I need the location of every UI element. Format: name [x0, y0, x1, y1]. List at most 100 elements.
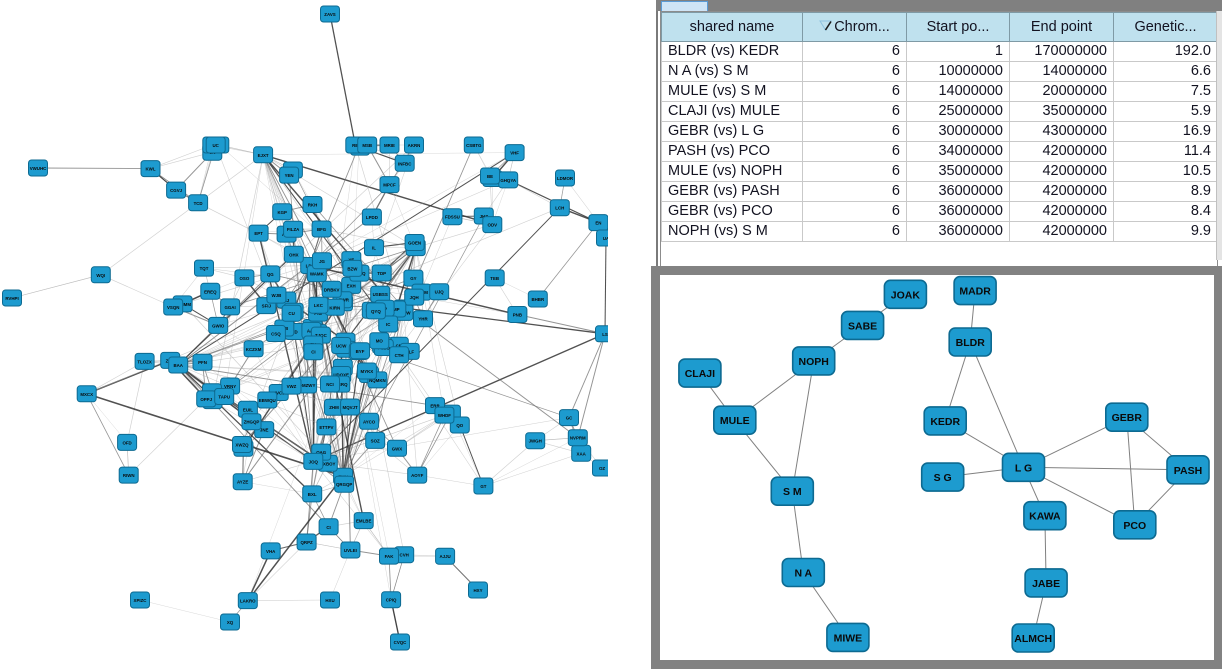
svg-text:BHBR: BHBR [531, 297, 545, 302]
svg-text:CLAJI: CLAJI [685, 368, 715, 380]
svg-text:S G: S G [934, 472, 952, 484]
svg-text:LPDD: LPDD [366, 215, 378, 220]
svg-text:MXCX: MXCX [80, 392, 93, 397]
svg-text:WHDF: WHDF [438, 413, 451, 418]
svg-text:MPCF: MPCF [383, 183, 396, 188]
svg-text:WQI: WQI [96, 273, 105, 278]
svg-text:XQ: XQ [227, 620, 234, 625]
svg-text:TEB: TEB [490, 276, 499, 281]
svg-text:TQT: TQT [200, 266, 209, 271]
svg-text:OZ: OZ [599, 466, 605, 471]
svg-text:RVHPI: RVHPI [5, 296, 18, 301]
svg-text:EN: EN [595, 221, 601, 226]
svg-text:JABE: JABE [1032, 578, 1060, 590]
svg-text:UVLEI: UVLEI [344, 548, 357, 553]
svg-text:VSQN: VSQN [167, 305, 179, 310]
svg-text:WAMK: WAMK [310, 272, 325, 277]
svg-text:VWUHC: VWUHC [30, 166, 47, 171]
svg-text:GT: GT [480, 484, 486, 489]
svg-text:CPIQ: CPIQ [386, 598, 397, 603]
svg-text:XAA: XAA [577, 451, 587, 456]
svg-text:MIWE: MIWE [834, 632, 863, 644]
svg-text:L G: L G [1015, 462, 1032, 474]
svg-text:GY: GY [410, 276, 416, 281]
svg-text:AOYF: AOYF [411, 473, 424, 478]
svg-text:ZAVS: ZAVS [324, 12, 335, 17]
svg-text:VWZ: VWZ [287, 384, 297, 389]
svg-text:NVPRM: NVPRM [570, 436, 586, 441]
svg-text:MSB: MSB [362, 143, 372, 148]
svg-text:CSQ: CSQ [271, 332, 281, 337]
svg-text:ZHM: ZHM [329, 405, 339, 410]
svg-text:GOEN: GOEN [408, 241, 421, 246]
svg-text:CSBTG: CSBTG [466, 143, 482, 148]
svg-text:VHA: VHA [266, 549, 276, 554]
svg-text:CI: CI [326, 525, 330, 530]
svg-text:SABE: SABE [848, 320, 877, 332]
svg-text:NOPH: NOPH [799, 356, 829, 368]
svg-text:USBSS: USBSS [373, 292, 388, 297]
svg-text:UJQ: UJQ [435, 290, 445, 295]
svg-text:JOAK: JOAK [891, 289, 921, 301]
svg-text:QG: QG [267, 272, 274, 277]
svg-text:KEDR: KEDR [930, 416, 960, 428]
svg-text:MADR: MADR [959, 286, 991, 298]
svg-text:KWL: KWL [146, 167, 156, 172]
svg-text:CTH: CTH [395, 353, 404, 358]
svg-text:LAKRO: LAKRO [240, 599, 256, 604]
svg-text:BFG: BFG [317, 227, 327, 232]
svg-text:KGP: KGP [277, 210, 287, 215]
svg-text:LCH: LCH [555, 206, 564, 211]
svg-text:ZHGQP: ZHGQP [244, 420, 260, 425]
svg-text:GHQYA: GHQYA [500, 178, 517, 183]
svg-text:EPT: EPT [254, 231, 263, 236]
svg-text:HXU: HXU [325, 598, 334, 603]
svg-text:FILZA: FILZA [287, 227, 300, 232]
svg-text:UC: UC [213, 143, 220, 148]
svg-text:UCW: UCW [336, 344, 347, 349]
svg-text:XWZQ: XWZQ [235, 443, 249, 448]
svg-text:EXH: EXH [347, 283, 356, 288]
svg-text:KCZXM: KCZXM [246, 347, 262, 352]
svg-text:RKH: RKH [308, 203, 318, 208]
svg-text:ETTPV: ETTPV [319, 425, 333, 430]
svg-text:RIWN: RIWN [123, 473, 135, 478]
svg-text:AJJU: AJJU [439, 554, 450, 559]
svg-text:CVQC: CVQC [394, 640, 408, 645]
svg-text:VHF: VHF [510, 151, 519, 156]
svg-text:TLOZX: TLOZX [137, 359, 151, 364]
svg-text:YHR: YHR [418, 317, 428, 322]
svg-text:INFBC: INFBC [398, 161, 412, 166]
svg-text:CVH: CVH [400, 553, 409, 558]
svg-text:TDP: TDP [377, 271, 386, 276]
svg-text:MQVJT: MQVJT [343, 405, 358, 410]
svg-text:AYZE: AYZE [237, 480, 248, 485]
svg-text:ALMCH: ALMCH [1014, 633, 1052, 645]
svg-text:BYF: BYF [356, 349, 365, 354]
svg-text:EBWQU: EBWQU [259, 398, 276, 403]
svg-text:QO: QO [456, 423, 463, 428]
svg-text:BAA: BAA [173, 363, 183, 368]
svg-text:GGAI: GGAI [224, 305, 235, 310]
svg-text:EMLBE: EMLBE [356, 519, 371, 524]
svg-text:PNB: PNB [513, 313, 522, 318]
svg-text:JWGH: JWGH [529, 439, 542, 444]
svg-text:NCI: NCI [326, 382, 334, 387]
svg-text:LS: LS [602, 332, 608, 337]
svg-text:HXY: HXY [473, 588, 482, 593]
svg-text:GWIO: GWIO [212, 323, 225, 328]
svg-text:BE: BE [487, 174, 493, 179]
svg-text:YEN: YEN [285, 173, 294, 178]
svg-text:OSO: OSO [240, 276, 250, 281]
svg-text:WJB: WJB [272, 293, 282, 298]
svg-text:BLDR: BLDR [956, 337, 986, 349]
svg-text:EUIL: EUIL [243, 407, 253, 412]
svg-text:JQH: JQH [410, 295, 419, 300]
svg-text:PCO: PCO [1123, 520, 1146, 532]
svg-text:OHX: OHX [289, 252, 299, 257]
svg-text:XPIZC: XPIZC [134, 598, 148, 603]
svg-text:QRGQP: QRGQP [336, 482, 352, 487]
svg-text:EREQ: EREQ [204, 289, 217, 294]
svg-text:JOQ: JOQ [309, 459, 319, 464]
svg-text:SOZ: SOZ [371, 438, 380, 443]
